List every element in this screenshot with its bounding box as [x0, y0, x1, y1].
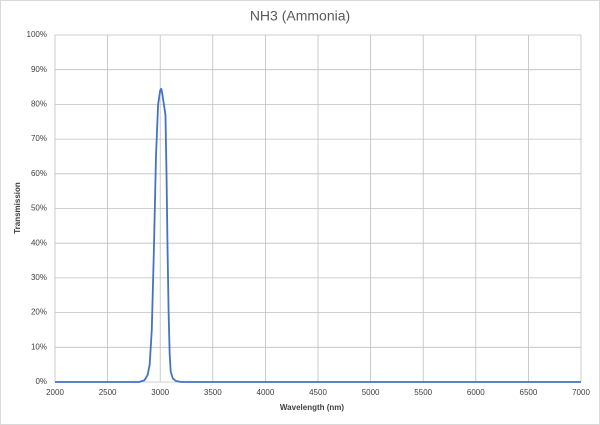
y-axis-title: Transmission — [13, 182, 22, 234]
y-tick-label: 100% — [27, 30, 47, 39]
y-tick-label: 60% — [31, 169, 47, 178]
x-tick-label: 3500 — [204, 388, 222, 397]
y-tick-label: 70% — [31, 134, 47, 143]
y-tick-label: 20% — [31, 308, 47, 317]
x-tick-label: 4000 — [257, 388, 275, 397]
x-tick-label: 3000 — [151, 388, 169, 397]
x-tick-label: 5000 — [362, 388, 380, 397]
y-tick-label: 0% — [35, 377, 47, 386]
data-line — [55, 87, 581, 383]
x-tick-label: 2500 — [99, 388, 117, 397]
x-tick-label: 6000 — [467, 388, 485, 397]
y-tick-label: 80% — [31, 100, 47, 109]
y-tick-label: 10% — [31, 342, 47, 351]
y-tick-label: 50% — [31, 204, 47, 213]
y-tick-label: 40% — [31, 238, 47, 247]
x-tick-label: 5500 — [414, 388, 432, 397]
x-axis-title: Wavelength (nm) — [280, 403, 344, 412]
y-tick-label: 90% — [31, 65, 47, 74]
chart-title: NH3 (Ammonia) — [250, 8, 350, 24]
x-tick-label: 4500 — [309, 388, 327, 397]
y-tick-label: 30% — [31, 273, 47, 282]
x-tick-label: 2000 — [46, 388, 64, 397]
x-tick-label: 6500 — [520, 388, 538, 397]
x-tick-label: 7000 — [572, 388, 590, 397]
